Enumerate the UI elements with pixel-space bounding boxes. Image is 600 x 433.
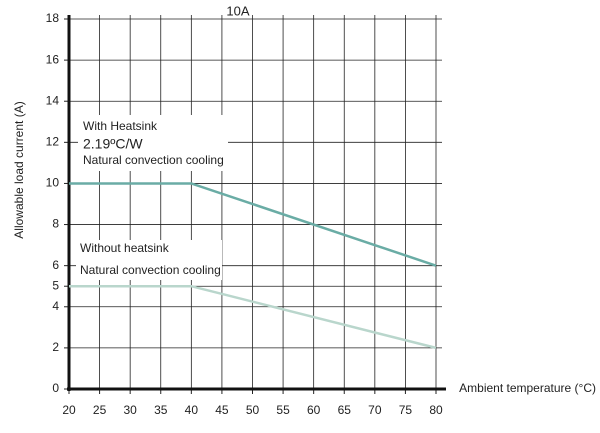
y-tick-label: 16 [46,52,60,66]
y-tick-label: 6 [52,258,59,272]
x-tick-label: 70 [368,403,382,417]
x-tick-label: 35 [154,403,168,417]
series-line [69,182,437,267]
x-tick-label: 20 [62,403,76,417]
annotation: Without heatsink [80,241,170,255]
y-tick-label: 14 [46,93,60,107]
y-tick-label: 0 [52,381,59,395]
x-tick-label: 40 [185,403,199,417]
x-tick-label: 50 [246,403,260,417]
x-tick-label: 60 [307,403,321,417]
y-tick-label: 18 [46,11,60,25]
annotation-box [78,115,228,171]
series-line [69,284,437,350]
x-tick-label: 75 [399,403,413,417]
x-tick-label: 65 [338,403,352,417]
chart-title: 10A [226,3,249,18]
y-axis-label: Allowable load current (A) [12,101,26,238]
y-tick-label: 2 [52,340,59,354]
annotation-box [76,240,222,280]
y-tick-label: 5 [52,278,59,292]
x-tick-label: 30 [123,403,137,417]
annotation: Natural convection cooling [83,153,224,167]
annotation: Natural convection cooling [80,263,221,277]
x-tick-label: 55 [276,403,290,417]
annotation: 2.19ºC/W [83,136,143,152]
annotation: With Heatsink [83,119,158,133]
y-tick-label: 4 [52,299,59,313]
x-axis-label: Ambient temperature (°C) [459,381,596,395]
x-tick-label: 25 [93,403,107,417]
y-tick-label: 10 [46,176,60,190]
y-tick-label: 8 [52,217,59,231]
x-tick-label: 80 [429,403,443,417]
y-tick-label: 12 [46,135,60,149]
x-tick-label: 45 [215,403,229,417]
